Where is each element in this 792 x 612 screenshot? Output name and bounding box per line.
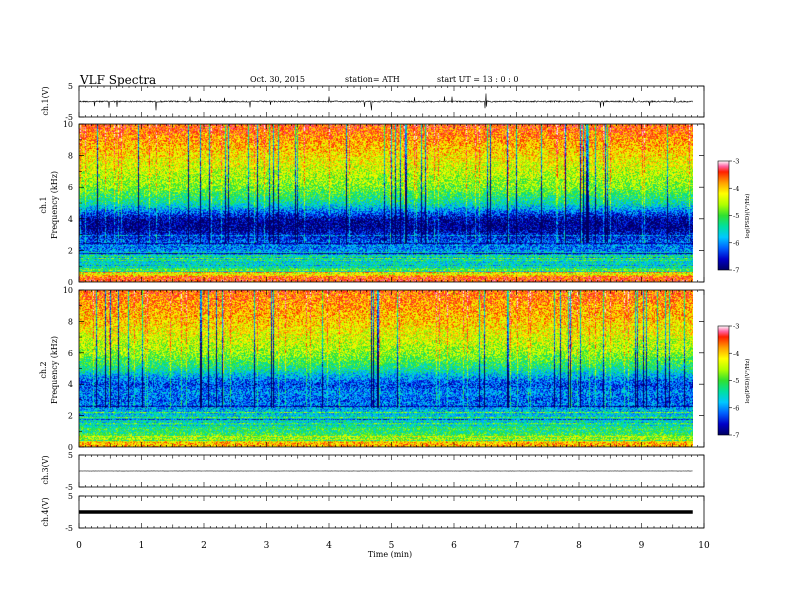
y-tick-label: 6 <box>68 183 73 192</box>
y-tick-label: 6 <box>68 349 73 358</box>
y-tick-label: 2 <box>68 246 73 255</box>
y-tick-label: -5 <box>65 524 73 533</box>
x-tick-label: 2 <box>201 541 207 551</box>
ch1-ylabel: ch.1(V) <box>41 86 50 115</box>
ch1-trace <box>79 93 693 111</box>
y-tick-label: 2 <box>68 412 73 421</box>
y-tick-label: 4 <box>68 215 73 224</box>
ch4-waveform-panel: 5 -5 <box>65 492 705 533</box>
x-tick-label: 9 <box>639 541 645 551</box>
x-tick-label: 8 <box>576 541 582 551</box>
colorbar-ch2: -3 -4 -5 -6 -7 log(PSD)(V²/Hz) <box>717 323 751 440</box>
x-tick-label: 1 <box>139 541 145 551</box>
ch3-waveform-panel: 5 -5 <box>65 451 705 492</box>
x-tick-label: 4 <box>326 541 332 551</box>
ch1-spectrogram-panel: 0 2 4 6 8 10 <box>63 120 705 287</box>
y-tick-label: -5 <box>65 113 73 122</box>
ch4-ylabel: ch.4(V) <box>41 497 50 526</box>
colorbar-tick-label: -6 <box>733 404 739 412</box>
colorbar-tick-label: -4 <box>733 185 739 193</box>
colorbar-tick-label: -6 <box>733 239 739 247</box>
ch1-channel-label: ch.1 <box>39 196 48 213</box>
colorbar-tick-label: -5 <box>733 377 739 385</box>
x-tick-label: 0 <box>76 541 82 551</box>
y-tick-label: 4 <box>68 380 73 389</box>
colorbar-ch2-ramp <box>717 325 730 436</box>
y-tick-label: 0 <box>68 278 73 287</box>
y-tick-label: 10 <box>63 286 73 295</box>
station-label: station= ATH <box>345 75 400 84</box>
date-label: Oct. 30, 2015 <box>250 75 305 84</box>
colorbar-ch1-label: log(PSD)(V²/Hz) <box>744 194 751 239</box>
y-tick-label: 8 <box>68 317 73 326</box>
colorbar-tick-label: -7 <box>733 267 739 275</box>
y-tick-label: 0 <box>68 443 73 452</box>
spectrogram-image <box>79 124 693 282</box>
colorbar-ch2-label: log(PSD)(V²/Hz) <box>744 359 751 404</box>
x-tick-label: 7 <box>514 541 520 551</box>
x-tick-label: 5 <box>389 541 395 551</box>
y-tick-label: 5 <box>68 451 73 460</box>
colorbar-tick-label: -5 <box>733 212 739 220</box>
ch1-waveform-panel: 5 -5 <box>65 82 705 122</box>
ch1-frequency-label: Frequency (kHz) <box>50 171 59 239</box>
start-time-label: start UT = 13 : 0 : 0 <box>437 75 518 84</box>
x-tick-label: 3 <box>264 541 270 551</box>
colorbar-tick-label: -7 <box>733 432 739 440</box>
colorbar-ch1: -3 -4 -5 -6 -7 log(PSD)(V²/Hz) <box>717 158 751 275</box>
time-axis: 0 1 2 3 4 5 6 7 8 9 10 <box>76 541 710 551</box>
figure-title: VLF Spectra <box>79 73 156 87</box>
ch2-channel-label: ch.2 <box>39 361 48 378</box>
ch2-frequency-label: Frequency (kHz) <box>50 336 59 404</box>
y-tick-label: 5 <box>68 492 73 501</box>
y-tick-label: 8 <box>68 152 73 161</box>
y-tick-label: 10 <box>63 120 73 129</box>
colorbar-ch1-ramp <box>717 160 730 271</box>
colorbar-tick-label: -4 <box>733 350 739 358</box>
y-tick-label: 5 <box>68 82 73 91</box>
x-tick-label: 10 <box>698 541 710 551</box>
x-tick-label: 6 <box>451 541 457 551</box>
ch2-spectrogram-panel: 0 2 4 6 8 10 <box>63 286 705 452</box>
ch3-ylabel: ch.3(V) <box>41 455 50 484</box>
spectrogram-image <box>79 290 693 447</box>
colorbar-tick-label: -3 <box>733 323 739 331</box>
colorbar-tick-label: -3 <box>733 158 739 166</box>
y-tick-label: -5 <box>65 483 73 492</box>
time-axis-label: Time (min) <box>368 550 412 559</box>
